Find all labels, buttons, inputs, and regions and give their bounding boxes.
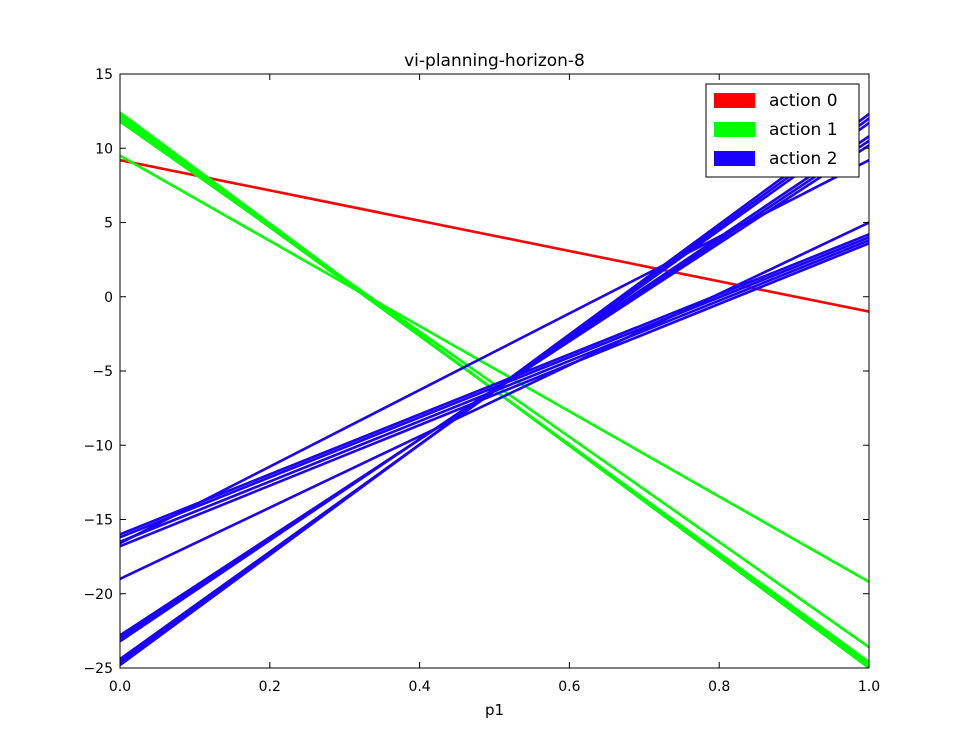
series-2-line-9 <box>120 233 869 536</box>
legend[interactable]: action 0 action 1 action 2 <box>705 83 860 178</box>
y-tick-label: 0 <box>104 290 113 306</box>
x-tick-label: 0.4 <box>408 679 430 695</box>
legend-entry-label: action 1 <box>769 120 838 140</box>
series-2-line-7 <box>120 239 869 543</box>
y-tick-label: 5 <box>104 216 113 232</box>
legend-entry-label: action 2 <box>769 149 838 169</box>
legend-swatch <box>714 151 755 166</box>
x-tick-label: 1.0 <box>858 679 880 695</box>
legend-entry-label: action 0 <box>769 91 838 111</box>
series-2-line-8 <box>120 236 869 539</box>
y-tick-label: −5 <box>92 364 113 380</box>
x-axis-label: p1 <box>485 701 504 719</box>
plot-series-layer <box>120 111 869 668</box>
y-tick-label: −25 <box>83 661 113 677</box>
x-tick-label: 0.6 <box>558 679 580 695</box>
series-1-line-4 <box>120 154 869 583</box>
series-2-line-11 <box>120 158 869 545</box>
x-tick-label: 0.8 <box>708 679 730 695</box>
legend-swatch <box>714 122 755 137</box>
axis-ticks-layer: 0.0 0.2 0.4 0.6 0.8 1.0 −25 −20 −15 −10 −5 0 5 10 15 <box>83 67 880 695</box>
y-tick-label: −15 <box>83 513 113 529</box>
y-tick-label: −10 <box>83 438 113 454</box>
y-tick-label: 15 <box>95 67 113 83</box>
y-tick-label: −20 <box>83 587 113 603</box>
y-tick-label: 10 <box>95 141 113 157</box>
series-2-line-6 <box>120 242 869 548</box>
legend-swatch <box>714 93 755 108</box>
series-2-line-10 <box>120 221 869 581</box>
x-tick-label: 0.0 <box>109 679 131 695</box>
x-tick-label: 0.2 <box>259 679 281 695</box>
chart-title: vi-planning-horizon-8 <box>404 51 585 71</box>
